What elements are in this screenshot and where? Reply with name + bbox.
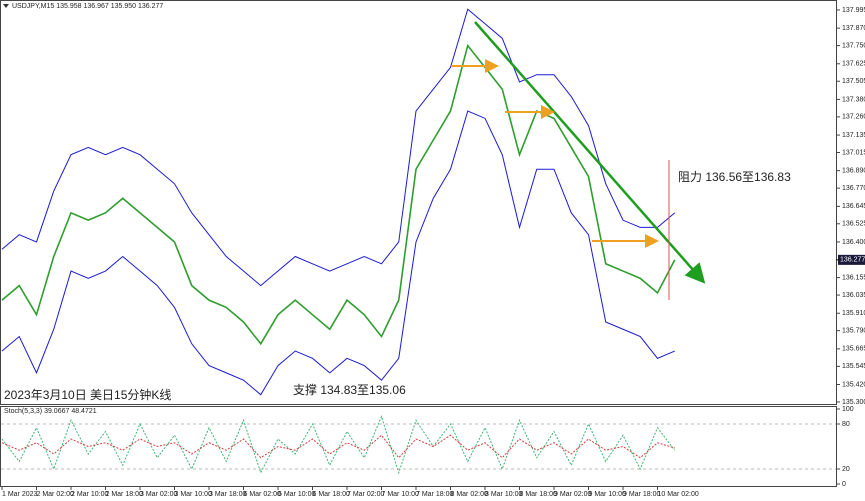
- y-tick-label: 137.870: [842, 25, 865, 32]
- x-tick-label: 7 Mar 18:00: [416, 491, 453, 498]
- y-tick-label: 135.545: [842, 363, 865, 370]
- x-tick-label: 2 Mar 18:00: [106, 491, 143, 498]
- last-price-box: [838, 254, 865, 265]
- y-tick-label: 137.750: [842, 42, 865, 49]
- x-tick-label: 7 Mar 02:00: [347, 491, 384, 498]
- y-tick-label: 135.420: [842, 381, 865, 388]
- y-tick-label: 136.155: [842, 274, 865, 281]
- stoch-title: Stoch(5,3,3) 39.0667 48.4721: [4, 408, 97, 415]
- plot: 137.995 137.870 137.750 137.625 137.505 137.3…: [1, 7, 865, 498]
- y-tick-label: 136.645: [842, 203, 865, 210]
- y-tick-label: 137.380: [842, 96, 865, 103]
- price-line: [1, 43, 676, 346]
- y-tick-label: 136.890: [842, 168, 865, 175]
- y-tick-label: 135.910: [842, 310, 865, 317]
- y-tick-label: 135.300: [842, 399, 865, 406]
- y-tick-label: 137.260: [842, 114, 865, 121]
- x-tick-label: 9 Mar 18:00: [623, 491, 660, 498]
- x-tick-label: 6 Mar 10:00: [278, 491, 315, 498]
- y-tick-label: 20: [842, 466, 850, 473]
- x-tick-label: 8 Mar 18:00: [520, 491, 557, 498]
- x-tick-label: 2 Mar 02:00: [37, 491, 74, 498]
- x-tick-label: 6 Mar 02:00: [244, 491, 281, 498]
- stoch-line: [1, 434, 675, 459]
- y-tick-label: 135.790: [842, 328, 865, 335]
- band-line: [1, 8, 676, 287]
- stoch-frame: [0, 406, 837, 487]
- x-tick-label: 3 Mar 18:00: [209, 491, 246, 498]
- y-tick-label: 137.015: [842, 149, 865, 156]
- y-tick-label: 80: [842, 421, 850, 428]
- y-tick-label: 0: [842, 481, 846, 488]
- y-tick-label: 135.665: [842, 346, 865, 353]
- x-tick-label: 8 Mar 10:00: [485, 491, 522, 498]
- x-tick-label: 1 Mar 2023: [2, 491, 38, 498]
- y-tick-label: 137.135: [842, 132, 865, 139]
- x-tick-label: 2 Mar 10:00: [71, 491, 108, 498]
- x-tick-label: 6 Mar 18:00: [313, 491, 350, 498]
- x-tick-label: 3 Mar 02:00: [140, 491, 177, 498]
- y-tick-label: 137.625: [842, 61, 865, 68]
- x-tick-label: 3 Mar 10:00: [175, 491, 212, 498]
- x-tick-label: 9 Mar 02:00: [554, 491, 591, 498]
- y-tick-label: 137.505: [842, 78, 865, 85]
- annotation: 阻力 136.56至136.83: [678, 170, 791, 184]
- x-tick-label: 9 Mar 10:00: [589, 491, 626, 498]
- x-tick-label: 8 Mar 02:00: [451, 491, 488, 498]
- y-tick-label: 136.035: [842, 292, 865, 299]
- annotation: 支撑 134.83至135.06: [293, 382, 406, 397]
- main-frame: [0, 0, 837, 405]
- y-tick-label: 100: [842, 406, 854, 413]
- chart-title: USDJPY,M15 135.958 136.967 135.950 136.2…: [12, 3, 163, 10]
- band-line: [1, 110, 675, 396]
- y-tick-label: 136.770: [842, 185, 865, 192]
- title-icon: [3, 4, 9, 8]
- y-tick-label: 136.525: [842, 221, 865, 228]
- last-price-label: 136.277: [840, 257, 865, 264]
- trend-line: [474, 21, 706, 284]
- y-tick-label: 137.995: [842, 7, 865, 14]
- y-tick-label: 136.400: [842, 239, 865, 246]
- annotation: 2023年3月10日 美日15分钟K线: [4, 387, 171, 402]
- x-tick-label: 10 Mar 02:00: [658, 491, 699, 498]
- x-tick-label: 7 Mar 10:00: [382, 491, 419, 498]
